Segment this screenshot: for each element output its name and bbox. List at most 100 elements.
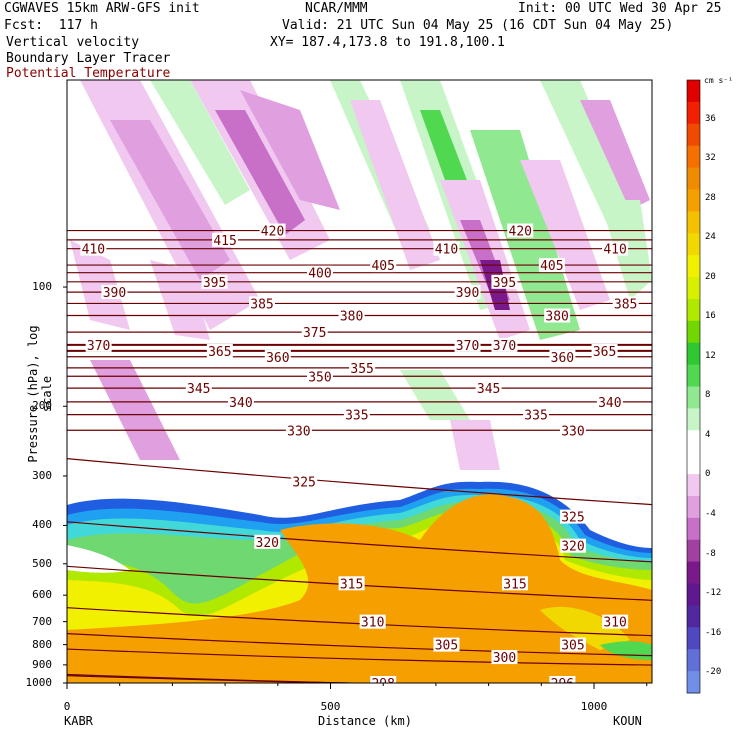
isentrope-label-bg [538, 258, 565, 273]
colorbar-swatch [687, 145, 700, 169]
header-fcst: Fcst: 117 h [4, 18, 98, 33]
isentrope-label-bg [370, 676, 397, 683]
y-tick-label: 600 [32, 588, 52, 602]
x-ticks [66, 683, 648, 689]
isentrope-label-bg [370, 258, 397, 273]
colorbar-swatch [687, 408, 700, 431]
colorbar-swatch [687, 298, 700, 322]
isentrope-label: 305 [435, 639, 458, 654]
isentrope-label-bg [612, 296, 639, 311]
isentrope-label: 330 [561, 424, 584, 439]
isentrope-label: 345 [477, 382, 500, 397]
isentrope-label: 395 [493, 276, 516, 291]
isentrope-label: 390 [103, 286, 126, 301]
shaded-fields: 410 415 420 390 395 400 385 380 375 405 410 420 395 3… [67, 80, 652, 692]
y-tick-label: 900 [32, 657, 52, 671]
isentrope-label-bg [249, 296, 275, 311]
isentrope-label: 385 [250, 297, 273, 312]
colorbar-tick-label: 28 [705, 192, 716, 203]
isentrope-label-bg [549, 676, 576, 683]
isentrope-label: 360 [551, 351, 574, 366]
isentrope-label-bg [301, 325, 328, 340]
x-axis-label: Distance (km) [318, 714, 412, 728]
isentrope-label: 390 [456, 286, 479, 301]
colorbar-swatch [687, 605, 700, 628]
isentrope-label-bg [559, 509, 586, 524]
isentrope-label: 375 [303, 326, 326, 341]
isentrope-line [67, 458, 652, 506]
isentrope-label-bg [185, 381, 212, 396]
isentrope-label-bg [85, 337, 112, 352]
isentrope-label: 298 [371, 677, 394, 692]
isentrope-line [67, 673, 374, 683]
colorbar-tick-label: -20 [705, 667, 722, 678]
isentrope-label-bg [507, 223, 534, 238]
isentrope-label: 400 [308, 267, 331, 282]
isentrope-label-bg [264, 349, 291, 364]
isentrope-label-bg [433, 637, 460, 652]
isentrope-label-bg [602, 241, 629, 256]
y-tick-label: 800 [32, 637, 52, 651]
y-tick-label: 500 [32, 556, 52, 570]
isentrope-label: 380 [340, 310, 363, 325]
isentrope-label: 315 [503, 577, 526, 592]
isentrope-label: 380 [545, 310, 568, 325]
colorbar-swatch [687, 561, 700, 585]
header-model: CGWAVES 15km ARW-GFS init [4, 1, 200, 16]
colorbar-swatch [687, 364, 700, 387]
colorbar-swatch [687, 539, 700, 563]
colorbar-swatch [687, 495, 700, 519]
y-tick-label: 1000 [25, 676, 53, 689]
isentrope-label-bg [559, 637, 586, 652]
colorbar [686, 79, 701, 694]
isentrope-label-bg [491, 650, 518, 665]
isentrope-label-bg [285, 423, 312, 438]
colorbar-swatch [687, 430, 700, 453]
x-tick-label: 1000 [580, 700, 608, 713]
isentrope-label-bg [306, 369, 333, 384]
endpoint-left: KABR [64, 714, 93, 728]
isentrope-label: 410 [435, 243, 458, 258]
isentrope-label: 365 [208, 345, 231, 360]
colorbar-tick-label: 36 [705, 113, 716, 124]
colorbar-swatch [687, 627, 700, 650]
isentrope-label-bg [491, 274, 518, 289]
colorbar-swatch [687, 80, 700, 103]
isentrope-label: 350 [308, 370, 331, 385]
colorbar-swatch [687, 123, 700, 147]
isentrope-label-bg [80, 241, 107, 256]
colorbar-unit: cm s⁻¹ [704, 76, 733, 85]
isentrope-label: 365 [593, 345, 616, 360]
colorbar-swatch [687, 474, 700, 497]
isentrope-label: 325 [292, 476, 315, 491]
isentrope-label-bg [501, 576, 528, 591]
header-init: Init: 00 UTC Wed 30 Apr 25 [518, 1, 722, 16]
isentrope-label: 310 [603, 616, 626, 631]
colorbar-tick-label: 12 [705, 350, 716, 361]
isentrope-label: 420 [261, 225, 284, 240]
colorbar-swatch [687, 101, 700, 125]
isentrope-label: 405 [540, 259, 563, 274]
isentrope-label: 310 [361, 616, 384, 631]
colorbar-tick-label: -8 [705, 548, 716, 559]
isentrope-label-bg [559, 423, 586, 438]
isentrope-label-bg [544, 308, 571, 323]
isentrope-label-bg [491, 337, 518, 352]
isentrope-label: 305 [561, 639, 584, 654]
isentrope-label: 355 [350, 362, 373, 377]
isentrope-label-bg [475, 381, 502, 396]
isentrope-label: 325 [561, 511, 584, 526]
isentrope-line [67, 648, 652, 666]
isentrope-label-bg [343, 407, 370, 422]
isentrope-label-bg [523, 407, 550, 422]
colorbar-swatch [687, 233, 700, 256]
isentrope-label-bg [602, 614, 629, 629]
colorbar-tick-label: -12 [705, 588, 722, 599]
header-valid: Valid: 21 UTC Sun 04 May 25 (16 CDT Sun … [282, 18, 674, 33]
isentrope-label-bg [433, 241, 460, 256]
isentrope-label: 320 [561, 540, 584, 555]
isentrope-label-bg [596, 394, 623, 409]
isentrope-label: 335 [524, 409, 547, 424]
isentrope-label: 410 [82, 243, 105, 258]
